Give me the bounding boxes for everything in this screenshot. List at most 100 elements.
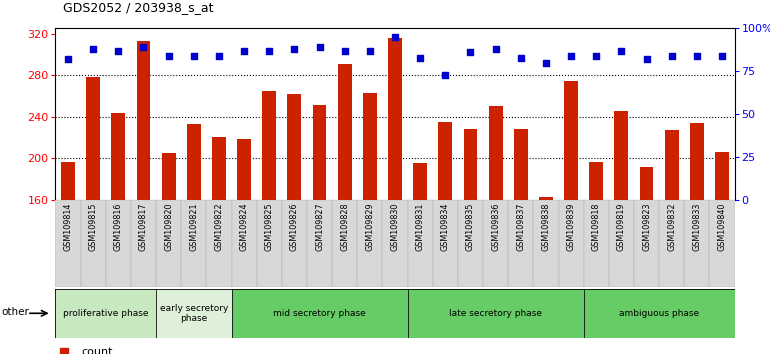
- Bar: [206, 200, 232, 287]
- Bar: [438, 122, 452, 200]
- Text: GSM109822: GSM109822: [214, 202, 223, 251]
- Bar: [363, 93, 377, 200]
- Bar: [263, 91, 276, 200]
- Bar: [187, 124, 201, 200]
- Point: [514, 55, 527, 60]
- Bar: [483, 200, 508, 287]
- Bar: [162, 153, 176, 200]
- Bar: [232, 200, 256, 287]
- Point: [641, 56, 653, 62]
- Bar: [709, 200, 735, 287]
- Point: [389, 34, 401, 40]
- Bar: [489, 106, 503, 200]
- Bar: [61, 161, 75, 200]
- Text: GSM109827: GSM109827: [315, 202, 324, 251]
- Bar: [112, 113, 126, 200]
- Text: GSM109824: GSM109824: [239, 202, 249, 251]
- Text: GSM109821: GSM109821: [189, 202, 199, 251]
- Point: [263, 48, 276, 53]
- Text: GSM109825: GSM109825: [265, 202, 274, 251]
- Bar: [232, 289, 407, 338]
- Text: GSM109834: GSM109834: [440, 202, 450, 251]
- Point: [691, 53, 703, 59]
- Point: [162, 53, 175, 59]
- Bar: [212, 137, 226, 200]
- Text: GSM109818: GSM109818: [591, 202, 601, 251]
- Point: [288, 46, 300, 52]
- Point: [339, 48, 351, 53]
- Bar: [564, 81, 578, 200]
- Text: count: count: [82, 347, 112, 354]
- Bar: [640, 167, 654, 200]
- Bar: [685, 200, 709, 287]
- Text: GSM109831: GSM109831: [416, 202, 425, 251]
- Point: [363, 48, 376, 53]
- Point: [439, 72, 451, 78]
- Text: GSM109816: GSM109816: [114, 202, 123, 251]
- Bar: [614, 110, 628, 200]
- Bar: [338, 64, 352, 200]
- Point: [490, 46, 502, 52]
- Text: GSM109823: GSM109823: [642, 202, 651, 251]
- Text: GSM109819: GSM109819: [617, 202, 626, 251]
- Point: [238, 48, 250, 53]
- Bar: [313, 105, 326, 200]
- Point: [137, 44, 149, 50]
- Bar: [407, 200, 433, 287]
- Bar: [433, 200, 458, 287]
- Bar: [514, 129, 527, 200]
- Bar: [508, 200, 534, 287]
- Bar: [584, 200, 609, 287]
- Text: GSM109829: GSM109829: [365, 202, 374, 251]
- Text: other: other: [2, 307, 29, 316]
- Bar: [86, 77, 100, 200]
- Text: GSM109820: GSM109820: [164, 202, 173, 251]
- Bar: [634, 200, 659, 287]
- Bar: [136, 41, 150, 200]
- Bar: [156, 289, 232, 338]
- Point: [716, 53, 728, 59]
- Bar: [237, 139, 251, 200]
- Bar: [307, 200, 332, 287]
- Bar: [407, 289, 584, 338]
- Text: GSM109817: GSM109817: [139, 202, 148, 251]
- Text: GSM109838: GSM109838: [541, 202, 551, 251]
- Bar: [584, 289, 735, 338]
- Text: GSM109814: GSM109814: [63, 202, 72, 251]
- Bar: [156, 200, 181, 287]
- Text: GSM109830: GSM109830: [390, 202, 400, 251]
- Point: [112, 48, 125, 53]
- Text: late secretory phase: late secretory phase: [449, 309, 542, 318]
- Bar: [55, 289, 156, 338]
- Bar: [609, 200, 634, 287]
- Text: GSM109840: GSM109840: [718, 202, 727, 251]
- Bar: [464, 129, 477, 200]
- Bar: [589, 161, 603, 200]
- Bar: [558, 200, 584, 287]
- Bar: [383, 200, 407, 287]
- Text: ambiguous phase: ambiguous phase: [619, 309, 699, 318]
- Text: GSM109833: GSM109833: [692, 202, 701, 251]
- Point: [464, 50, 477, 55]
- Text: GSM109832: GSM109832: [667, 202, 676, 251]
- Bar: [690, 123, 704, 200]
- Bar: [332, 200, 357, 287]
- Bar: [388, 38, 402, 200]
- Point: [615, 48, 628, 53]
- Text: GDS2052 / 203938_s_at: GDS2052 / 203938_s_at: [63, 1, 213, 14]
- Bar: [131, 200, 156, 287]
- Bar: [539, 197, 553, 200]
- Bar: [287, 94, 301, 200]
- Text: GSM109836: GSM109836: [491, 202, 500, 251]
- Bar: [357, 200, 383, 287]
- Point: [565, 53, 578, 59]
- Point: [188, 53, 200, 59]
- Bar: [55, 200, 81, 287]
- Text: GSM109839: GSM109839: [567, 202, 576, 251]
- Point: [213, 53, 225, 59]
- Point: [87, 46, 99, 52]
- Bar: [81, 200, 105, 287]
- Bar: [458, 200, 483, 287]
- Text: GSM109835: GSM109835: [466, 202, 475, 251]
- Point: [414, 55, 427, 60]
